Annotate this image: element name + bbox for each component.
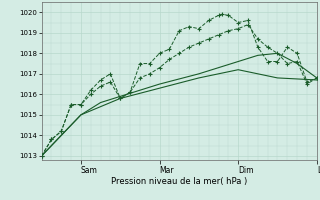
X-axis label: Pression niveau de la mer( hPa ): Pression niveau de la mer( hPa ) — [111, 177, 247, 186]
